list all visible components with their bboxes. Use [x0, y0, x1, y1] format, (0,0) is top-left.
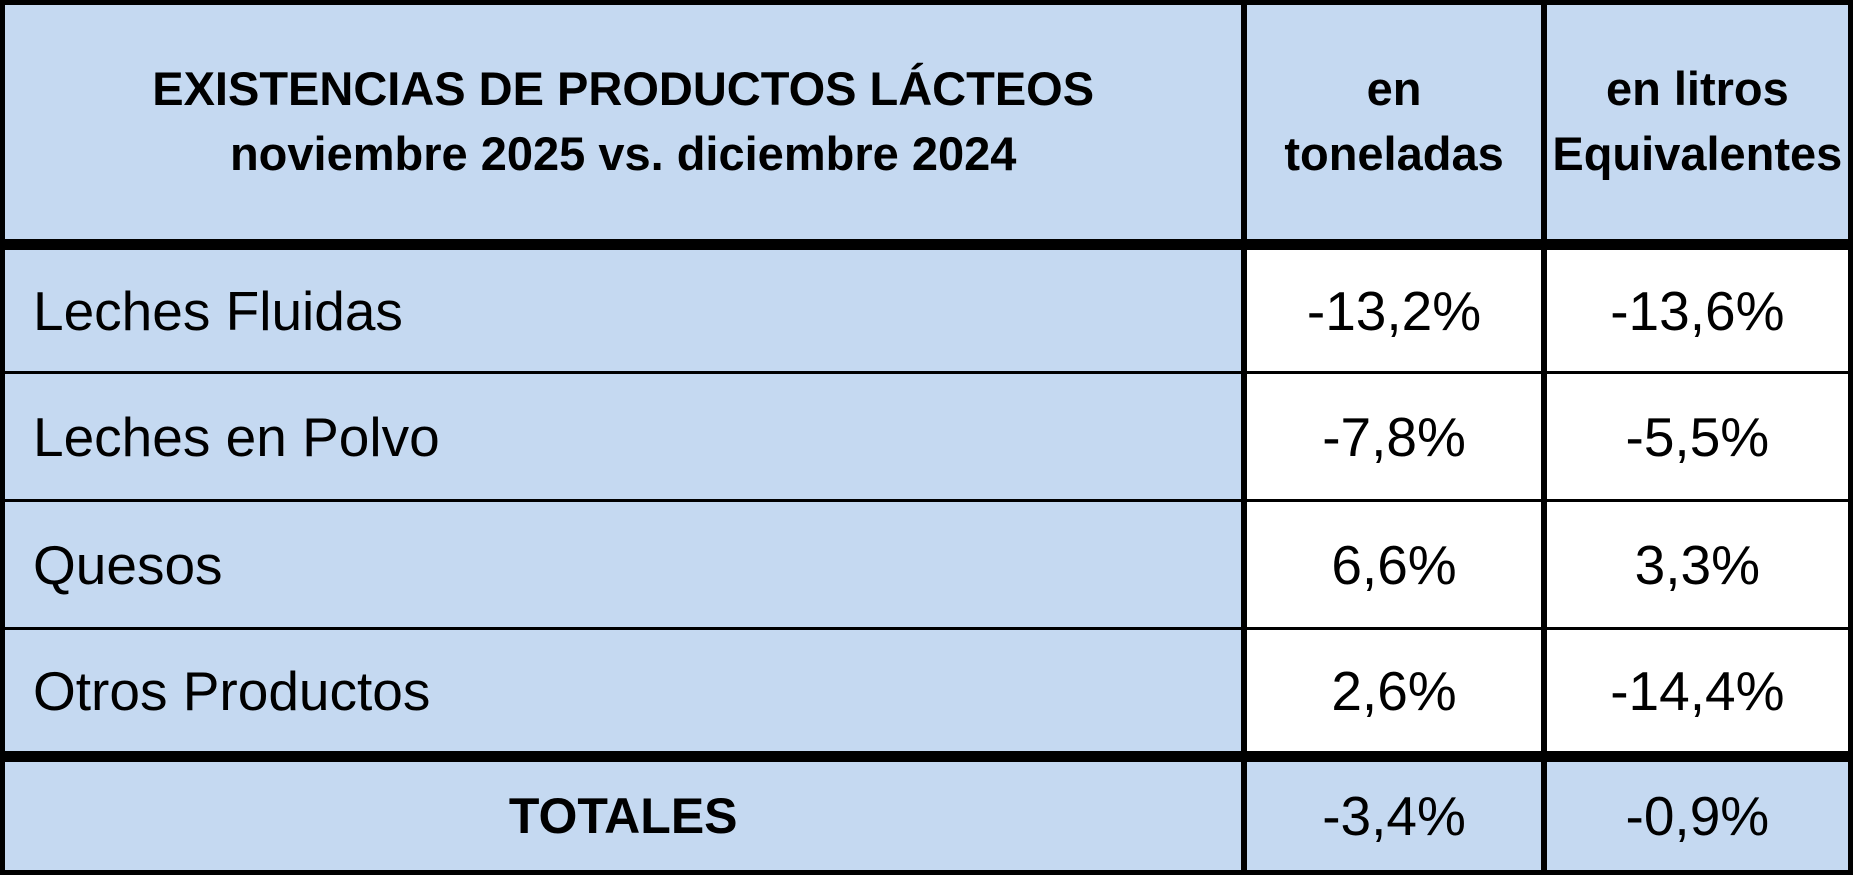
column-header-toneladas-line2: toneladas	[1284, 127, 1504, 180]
table-row-leches-en-polvo: Leches en Polvo -7,8% -5,5%	[2, 372, 1851, 502]
row-label: Leches en Polvo	[2, 372, 1245, 502]
row-label: Otros Productos	[2, 628, 1245, 758]
column-header-litros-line2: Equivalentes	[1552, 127, 1843, 180]
row-label: Leches Fluidas	[2, 244, 1245, 374]
totals-value-toneladas: -3,4%	[1241, 751, 1544, 873]
table-row-leches-fluidas: Leches Fluidas -13,2% -13,6%	[2, 244, 1851, 374]
value-litros: -5,5%	[1540, 372, 1851, 502]
column-header-litros-line1: en litros	[1605, 62, 1789, 116]
value-toneladas: 2,6%	[1241, 628, 1544, 758]
row-label: Quesos	[2, 500, 1245, 630]
column-header-litros: en litros Equivalentes	[1540, 2, 1851, 250]
totals-value-litros: -0,9%	[1540, 751, 1851, 873]
header-row: EXISTENCIAS DE PRODUCTOS LÁCTEOS noviemb…	[2, 2, 1851, 250]
value-litros: -13,6%	[1540, 244, 1851, 374]
value-toneladas: 6,6%	[1241, 500, 1544, 630]
table-row-quesos: Quesos 6,6% 3,3%	[2, 500, 1851, 630]
table-subtitle: noviembre 2025 vs. diciembre 2024	[229, 127, 1017, 180]
column-header-toneladas-line1: en	[1366, 62, 1422, 116]
value-toneladas: -7,8%	[1241, 372, 1544, 502]
table-title-cell: EXISTENCIAS DE PRODUCTOS LÁCTEOS noviemb…	[2, 2, 1245, 250]
value-litros: 3,3%	[1540, 500, 1851, 630]
table-row-otros-productos: Otros Productos 2,6% -14,4%	[2, 628, 1851, 758]
value-litros: -14,4%	[1540, 628, 1851, 758]
totals-label: TOTALES	[2, 751, 1245, 873]
table-title: EXISTENCIAS DE PRODUCTOS LÁCTEOS	[152, 62, 1095, 116]
value-toneladas: -13,2%	[1241, 244, 1544, 374]
totals-row: TOTALES -3,4% -0,9%	[2, 751, 1851, 873]
column-header-toneladas: en toneladas	[1241, 2, 1544, 250]
